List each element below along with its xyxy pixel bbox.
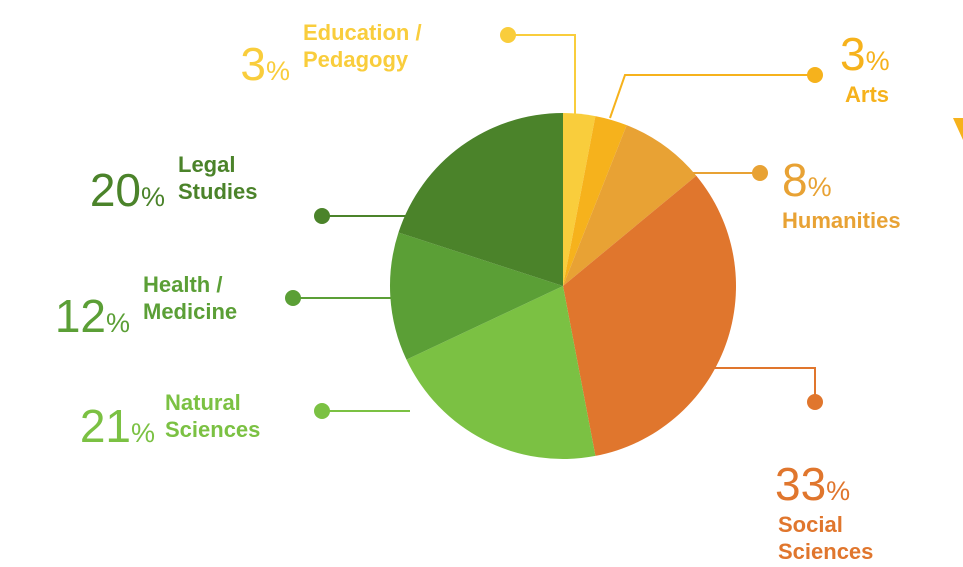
value-label: 21% (80, 400, 155, 452)
value-unit: % (106, 308, 130, 338)
connector-dot (314, 403, 330, 419)
connector (609, 74, 815, 119)
category-line: Education / (303, 20, 422, 45)
pie-slice (563, 113, 596, 286)
value-number: 8 (782, 154, 808, 206)
pie-slice (563, 116, 627, 287)
pie-slice (389, 232, 563, 360)
connector-dot (500, 27, 516, 43)
category-label: Legal Studies (178, 152, 257, 204)
value-number: 3 (240, 38, 266, 90)
category-line: Natural (165, 390, 241, 415)
category-line: Arts (845, 82, 889, 107)
value-unit: % (866, 46, 890, 76)
category-line: Social (778, 512, 843, 537)
value-number: 20 (90, 164, 141, 216)
value-number: 33 (775, 458, 826, 510)
category-label: Arts (845, 82, 889, 107)
category-line: Studies (178, 179, 257, 204)
decoration (953, 118, 963, 140)
pie-slice (406, 286, 596, 460)
pie-slice (563, 125, 697, 286)
category-label: Education / Pedagogy (303, 20, 422, 72)
value-label: 12% (55, 290, 130, 342)
value-unit: % (131, 418, 155, 448)
category-line: Humanities (782, 208, 901, 233)
value-label: 3% (240, 38, 290, 90)
value-unit: % (808, 172, 832, 202)
connector-dot (285, 290, 301, 306)
connector-dot (807, 394, 823, 410)
category-line: Medicine (143, 299, 237, 324)
value-label: 33% (775, 458, 850, 510)
value-unit: % (826, 476, 850, 506)
category-line: Legal (178, 152, 235, 177)
category-label: Social Sciences (778, 512, 873, 564)
connector-dot (752, 165, 768, 181)
connector-dot (314, 208, 330, 224)
pie-slice (563, 175, 736, 456)
value-label: 3% (840, 28, 890, 80)
value-label: 8% (782, 154, 832, 206)
category-label: Health / Medicine (143, 272, 237, 324)
category-line: Pedagogy (303, 47, 409, 72)
category-line: Sciences (778, 539, 873, 564)
category-label: Natural Sciences (165, 390, 260, 442)
value-label: 20% (90, 164, 165, 216)
value-unit: % (141, 182, 165, 212)
value-number: 21 (80, 400, 131, 452)
category-line: Sciences (165, 417, 260, 442)
connector-dot (807, 67, 823, 83)
connector (508, 34, 576, 115)
connector (700, 367, 816, 402)
value-number: 12 (55, 290, 106, 342)
pie-slice (398, 113, 563, 286)
category-line: Health / (143, 272, 222, 297)
category-label: Humanities (782, 208, 901, 233)
value-unit: % (266, 56, 290, 86)
value-number: 3 (840, 28, 866, 80)
